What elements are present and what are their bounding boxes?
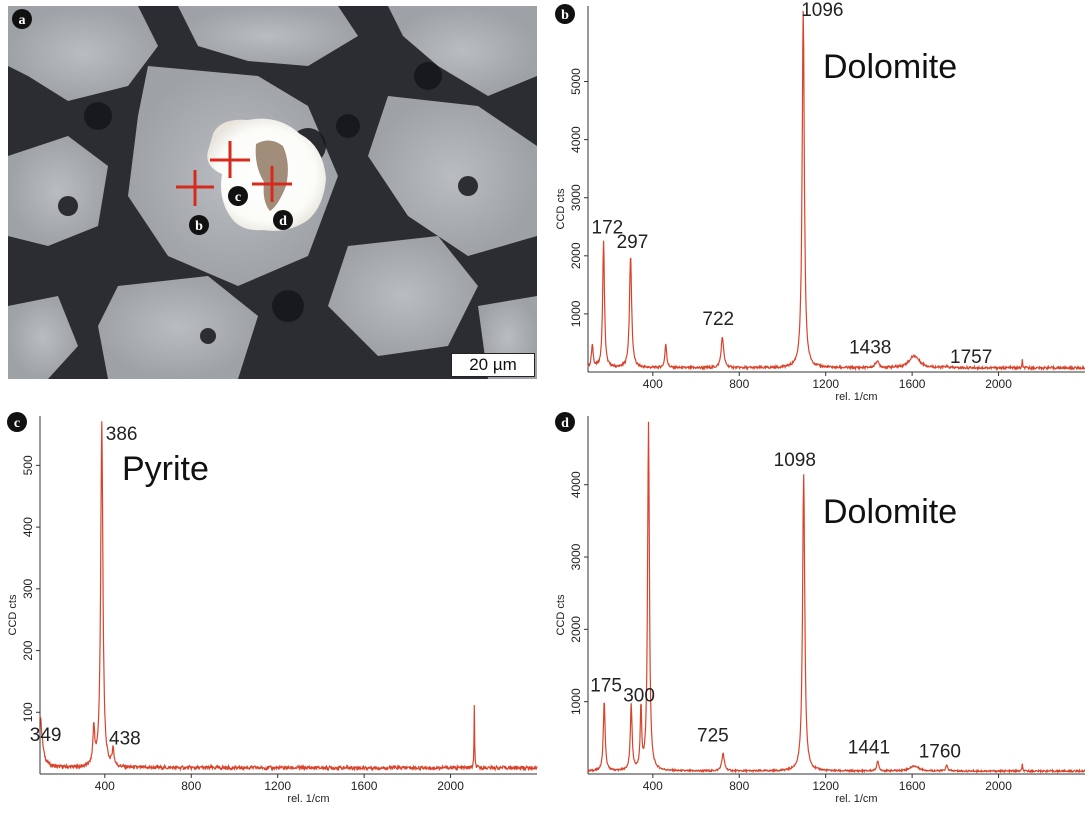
x-tick-label: 800 (729, 377, 749, 391)
mineral-title: Dolomite (823, 48, 957, 86)
y-tick-label: 1000 (569, 688, 583, 715)
micrograph-svg (8, 6, 537, 379)
panel-badge (7, 412, 27, 432)
peak-label: 1098 (774, 450, 816, 471)
y-axis-label: CCD cts (7, 594, 19, 635)
spectrum-line (587, 421, 1085, 775)
x-tick-label: 400 (643, 779, 663, 793)
y-tick-label: 3000 (569, 543, 583, 570)
crosshair-layer: b c d a (12, 9, 293, 235)
marker-badges: b c d (189, 186, 293, 235)
peak-label: 725 (697, 726, 729, 747)
peak-label: 1757 (950, 347, 992, 368)
y-tick-label: 3000 (569, 184, 583, 211)
y-tick-label: 5000 (569, 68, 583, 95)
peak-label: 1441 (848, 738, 890, 759)
marker-badge-b (189, 215, 209, 235)
panel-letter-a: a (19, 13, 26, 28)
panel-letter: b (561, 8, 569, 23)
crosshair-c (210, 141, 250, 178)
x-axis-label: rel. 1/cm (287, 793, 329, 805)
y-tick-label: 500 (21, 455, 35, 475)
mineral-title: Pyrite (122, 450, 209, 488)
peak-label: 722 (702, 309, 734, 330)
crosshair-d (252, 166, 292, 202)
marker-badge-d (273, 210, 293, 230)
marker-label-d: d (279, 214, 287, 229)
y-tick-label: 1000 (569, 300, 583, 327)
spectrum-panel-c: 400 800 1200 1600 2000 100 200 300 400 500 rel. 1/… (0, 408, 548, 818)
peak-label: 297 (617, 232, 649, 253)
spectrum-chart-d: 400 800 1200 1600 2000 1000 2000 3000 4000 rel. 1… (555, 412, 1085, 805)
peak-label: 1438 (849, 338, 891, 359)
marker-label-b: b (195, 219, 203, 234)
y-axis-label: CCD cts (555, 188, 567, 229)
y-tick-label: 400 (21, 517, 35, 537)
peak-label: 349 (30, 725, 62, 746)
x-tick-label: 2000 (985, 377, 1012, 391)
x-tick-label: 1200 (812, 779, 839, 793)
spectrum-panel-b: 400 800 1200 1600 2000 1000 2000 3000 4000 5000 re… (548, 0, 1085, 400)
scale-bar-label: 20 µm (451, 353, 535, 377)
panel-badge (555, 4, 575, 24)
micrograph-panel: b c d a 20 µm (8, 6, 537, 379)
peak-label: 300 (623, 685, 655, 706)
marker-label-c: c (235, 190, 241, 205)
x-tick-label: 1200 (812, 377, 839, 391)
x-axis-label: rel. 1/cm (835, 391, 877, 400)
x-axis-label: rel. 1/cm (835, 793, 877, 805)
peak-label: 1096 (801, 0, 843, 21)
y-tick-label: 4000 (569, 471, 583, 498)
panel-badge (555, 412, 575, 432)
y-axis-label: CCD cts (555, 594, 567, 635)
spectrum-line (587, 10, 1085, 372)
peak-label: 172 (592, 217, 624, 238)
x-tick-label: 2000 (437, 779, 464, 793)
x-tick-label: 1600 (351, 779, 378, 793)
y-tick-label: 2000 (569, 616, 583, 643)
y-tick-label: 100 (21, 702, 35, 722)
spectrum-chart-c: 400 800 1200 1600 2000 100 200 300 400 500 rel. 1/… (7, 412, 538, 805)
peak-label: 1760 (919, 741, 961, 762)
x-tick-label: 1200 (264, 779, 291, 793)
spectrum-chart-b: 400 800 1200 1600 2000 1000 2000 3000 4000 5000 re… (555, 0, 1085, 400)
dolomite-grains (8, 6, 537, 379)
y-tick-label: 300 (21, 578, 35, 598)
x-tick-label: 400 (95, 779, 115, 793)
panel-letter: d (561, 416, 569, 431)
x-tick-label: 1600 (899, 779, 926, 793)
x-tick-label: 1600 (899, 377, 926, 391)
panel-badge-a (12, 9, 32, 29)
x-tick-label: 2000 (985, 779, 1012, 793)
peak-label: 175 (590, 676, 622, 697)
spectrum-panel-d: 400 800 1200 1600 2000 1000 2000 3000 4000 rel. 1… (548, 408, 1085, 818)
marker-badge-c (228, 186, 248, 206)
x-tick-label: 800 (729, 779, 749, 793)
x-tick-label: 800 (181, 779, 201, 793)
micrograph-image: b c d a 20 µm (8, 6, 537, 379)
dark-speckles (58, 62, 478, 344)
peak-label: 386 (106, 424, 138, 445)
x-tick-label: 400 (643, 377, 663, 391)
y-tick-label: 2000 (569, 242, 583, 269)
spectrum-line (39, 421, 538, 772)
crosshair-b (176, 170, 214, 206)
panel-letter: c (14, 416, 20, 431)
mineral-title: Dolomite (823, 493, 957, 531)
y-tick-label: 200 (21, 640, 35, 660)
peak-label: 438 (109, 729, 141, 750)
y-tick-label: 4000 (569, 126, 583, 153)
